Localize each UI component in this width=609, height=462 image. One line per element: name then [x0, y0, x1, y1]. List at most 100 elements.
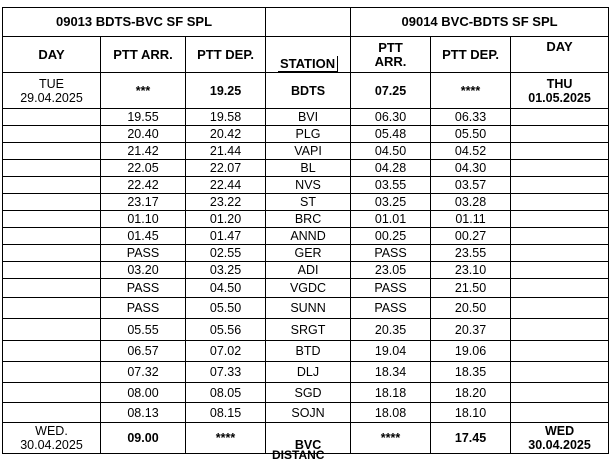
right-dep-cell: 20.50 [430, 297, 512, 319]
left-dep-cell: 19.58 [184, 108, 267, 126]
left-dep-cell: 08.15 [184, 402, 267, 423]
table-row: DAY PTT ARR. PTT DEP. STATION PTT ARR. PTT DE… [2, 36, 609, 73]
left-day-cell [2, 261, 101, 279]
station-cell: SRGT [265, 318, 352, 341]
right-dep-cell: 01.11 [430, 210, 512, 228]
left-dep-cell: 22.44 [184, 176, 267, 194]
right-arr-cell: **** [350, 422, 432, 454]
right-dep-cell: 03.28 [430, 193, 512, 211]
left-day-cell [2, 142, 101, 160]
left-dep-cell: 04.50 [184, 278, 267, 298]
left-dep-cell: 22.07 [184, 159, 267, 177]
left-day-cell [2, 340, 101, 362]
right-day-cell [510, 244, 609, 262]
right-dep-cell: 23.10 [430, 261, 512, 279]
left-dep-cell: 20.42 [184, 125, 267, 143]
left-dep-cell: 02.55 [184, 244, 267, 262]
left-arr-cell: 01.45 [100, 227, 186, 245]
table-row: PASS 02.55 GER PASS 23.55 [2, 244, 609, 262]
column-header: PTT DEP. [184, 36, 267, 73]
table-row: 08.13 08.15 SOJN 18.08 18.10 [2, 402, 609, 423]
left-arr-cell: 23.17 [100, 193, 186, 211]
left-day-cell [2, 193, 101, 211]
right-day-cell [510, 402, 609, 423]
table-row: 07.32 07.33 DLJ 18.34 18.35 [2, 361, 609, 383]
train-title: 09014 BVC-BDTS SF SPL [350, 7, 609, 37]
right-arr-cell: 18.18 [350, 382, 432, 403]
station-cell: PLG [265, 125, 352, 143]
right-arr-cell: 20.35 [350, 318, 432, 341]
station-cell: VAPI [265, 142, 352, 160]
right-day-cell [510, 227, 609, 245]
right-dep-cell: 05.50 [430, 125, 512, 143]
left-arr-cell: PASS [100, 278, 186, 298]
right-arr-cell: 19.04 [350, 340, 432, 362]
right-arr-cell: PASS [350, 297, 432, 319]
station-cell: NVS [265, 176, 352, 194]
right-dep-cell: 00.27 [430, 227, 512, 245]
right-arr-cell: 01.01 [350, 210, 432, 228]
left-arr-cell: 05.55 [100, 318, 186, 341]
right-day-cell [510, 108, 609, 126]
left-dep-cell: 03.25 [184, 261, 267, 279]
table-row: 01.45 01.47 ANND 00.25 00.27 [2, 227, 609, 245]
left-arr-cell: 21.42 [100, 142, 186, 160]
right-day-cell [510, 382, 609, 403]
right-arr-cell: 04.28 [350, 159, 432, 177]
right-day-cell [510, 193, 609, 211]
right-day-cell [510, 340, 609, 362]
left-day-cell [2, 278, 101, 298]
left-day-cell [2, 125, 101, 143]
empty-cell [265, 7, 352, 37]
table-row: 08.00 08.05 SGD 18.18 18.20 [2, 382, 609, 403]
station-cell: BDTS [265, 72, 352, 109]
right-dep-cell: 20.37 [430, 318, 512, 341]
left-arr-cell: 08.00 [100, 382, 186, 403]
left-arr-cell: 06.57 [100, 340, 186, 362]
left-day-cell [2, 176, 101, 194]
left-day-cell [2, 382, 101, 403]
right-arr-cell: 06.30 [350, 108, 432, 126]
left-arr-cell: 07.32 [100, 361, 186, 383]
station-cell: ADI [265, 261, 352, 279]
table-row: 06.57 07.02 BTD 19.04 19.06 [2, 340, 609, 362]
left-arr-cell: 20.40 [100, 125, 186, 143]
left-dep-cell: 07.33 [184, 361, 267, 383]
right-day-cell [510, 125, 609, 143]
column-header: PTT ARR. [350, 36, 432, 73]
left-dep-cell: 05.50 [184, 297, 267, 319]
right-arr-cell: 03.55 [350, 176, 432, 194]
train-title: 09013 BDTS-BVC SF SPL [1, 7, 267, 37]
left-arr-cell: 01.10 [100, 210, 186, 228]
right-day-cell [510, 278, 609, 298]
station-cell: DLJ [265, 361, 352, 383]
left-arr-cell: *** [100, 72, 186, 109]
right-dep-cell: 23.55 [430, 244, 512, 262]
column-header: STATION [265, 36, 352, 73]
table-row: 20.40 20.42 PLG 05.48 05.50 [2, 125, 609, 143]
table-row: WED. 30.04.2025 09.00 **** BVC **** 17.45 WED … [2, 422, 609, 454]
right-dep-cell: 06.33 [430, 108, 512, 126]
station-cell: ST [265, 193, 352, 211]
table-row: 01.10 01.20 BRC 01.01 01.11 [2, 210, 609, 228]
left-day-cell: TUE 29.04.2025 [2, 72, 101, 109]
left-day-cell [2, 402, 101, 423]
right-day-cell: WED 30.04.2025 [510, 422, 609, 454]
right-arr-cell: 00.25 [350, 227, 432, 245]
left-dep-cell: 07.02 [184, 340, 267, 362]
left-dep-cell: 01.47 [184, 227, 267, 245]
left-day-cell [2, 159, 101, 177]
right-arr-cell: 04.50 [350, 142, 432, 160]
right-dep-cell: 04.30 [430, 159, 512, 177]
table-row: 05.55 05.56 SRGT 20.35 20.37 [2, 318, 609, 341]
right-day-cell [510, 297, 609, 319]
table-row: 22.42 22.44 NVS 03.55 03.57 [2, 176, 609, 194]
table-row: PASS 05.50 SUNN PASS 20.50 [2, 297, 609, 319]
table-row: 09013 BDTS-BVC SF SPL 09014 BVC-BDTS SF S… [1, 7, 609, 37]
right-day-cell [510, 261, 609, 279]
left-day-cell [2, 244, 101, 262]
right-arr-cell: 18.08 [350, 402, 432, 423]
right-arr-cell: 07.25 [350, 72, 432, 109]
right-dep-cell: 18.20 [430, 382, 512, 403]
table-row: 19.55 19.58 BVI 06.30 06.33 [2, 108, 609, 126]
